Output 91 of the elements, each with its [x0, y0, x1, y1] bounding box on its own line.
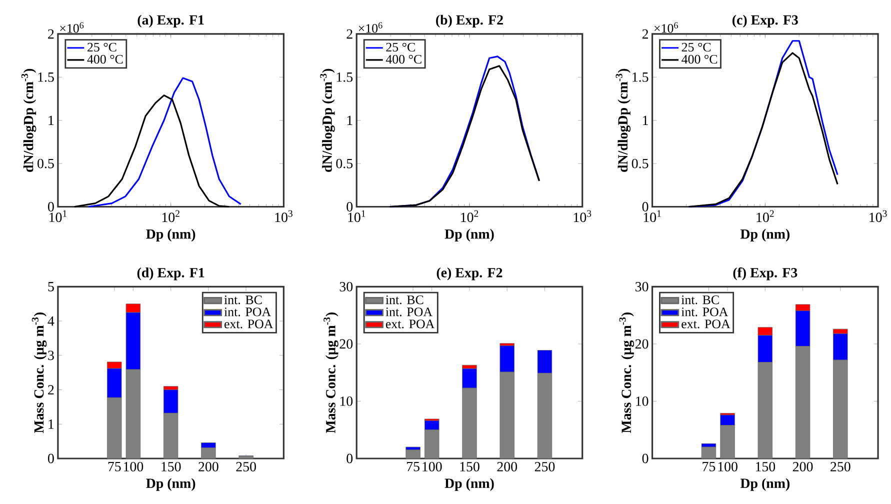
y-tick-label: 2	[48, 29, 54, 38]
legend-label: int. BC	[681, 295, 719, 304]
y-tick-label: 1.5	[336, 72, 353, 82]
y-tick-label: 0	[642, 454, 648, 463]
x-tick-label: 10$^{1}$	[644, 210, 661, 222]
y-axis-title: Mass Conc. (μg m$^{-3}$)	[324, 312, 338, 433]
x-tick-label: 100	[718, 462, 738, 472]
y-tick-label: 1	[48, 116, 54, 125]
y-tick-label: 1	[347, 116, 352, 125]
y-tick-label: 0	[48, 454, 54, 463]
y-tick-label: 0.5	[632, 158, 648, 168]
y-tick-label: 2	[48, 384, 54, 394]
x-tick-label: 150	[756, 462, 776, 472]
legend-label: int. POA	[224, 307, 271, 316]
chart-title: (b) Exp. F2	[436, 14, 503, 28]
x-axis-title: Dp (nm)	[740, 478, 790, 491]
x-tick-label: 10$^{2}$	[461, 210, 478, 222]
legend-label: 400 °C	[386, 54, 422, 64]
y-tick-label: 30	[340, 282, 353, 292]
legend-label: 25 °C	[88, 42, 116, 52]
chart-title: (a) Exp. F1	[138, 14, 204, 28]
chart-title: (c) Exp. F3	[732, 14, 798, 28]
y-tick-label: 10	[636, 396, 648, 406]
x-tick-label: 75	[702, 462, 716, 472]
y-tick-label: 0	[346, 202, 353, 212]
x-tick-label: 200	[792, 462, 813, 472]
bar	[406, 449, 420, 458]
y-tick-label: 20	[340, 339, 353, 348]
legend-label: 400 °C	[682, 54, 718, 64]
chart-title: (e) Exp. F2	[436, 267, 502, 280]
legend-label: int. BC	[386, 295, 424, 304]
x-tick-label: 10$^{3}$	[275, 210, 292, 222]
x-tick-label: 10$^{2}$	[756, 210, 774, 222]
x-tick-label: 250	[830, 462, 850, 472]
x-tick-label: 10$^{3}$	[574, 210, 592, 222]
text: ×10$^{6}$	[358, 22, 382, 33]
x-tick-label: 75	[407, 462, 420, 472]
x-tick-label: 200	[198, 462, 218, 472]
x-tick-label: 150	[162, 462, 181, 472]
x-tick-label: 100	[422, 462, 442, 472]
x-tick-label: 10$^{1}$	[348, 210, 366, 222]
x-axis-title: Dp (nm)	[146, 228, 196, 242]
y-tick-label: 1	[643, 116, 648, 125]
y-tick-label: 20	[635, 339, 648, 348]
y-axis-title: Mass Conc. (μg m$^{-3}$)	[619, 312, 634, 433]
x-axis-title: Dp (nm)	[740, 228, 790, 242]
x-tick-label: 75	[108, 462, 121, 472]
legend-label: int. BC	[224, 295, 262, 304]
x-tick-label: 10$^{1}$	[50, 210, 67, 222]
y-tick-label: 0.5	[336, 158, 353, 168]
y-axis-title: dN/dlogDp (cm$^{-3}$)	[21, 68, 36, 172]
y-tick-label: 0.5	[38, 158, 54, 168]
y-tick-label: 2	[346, 29, 352, 38]
legend-label: ext. POA	[682, 319, 730, 328]
chart-title: (d) Exp. F1	[137, 267, 204, 280]
text: ×10$^{6}$	[654, 22, 678, 33]
legend-label: int. POA	[386, 307, 432, 316]
y-axis-title: dN/dlogDp (cm$^{-3}$)	[616, 68, 631, 172]
x-axis-title: Dp (nm)	[444, 228, 494, 242]
legend-label: ext. POA	[386, 319, 435, 328]
y-tick-label: 1.5	[38, 72, 54, 82]
y-tick-label: 30	[636, 282, 648, 292]
y-tick-label: 1.5	[632, 72, 648, 82]
legend-label: ext. POA	[224, 319, 274, 328]
y-tick-label: 5	[48, 282, 54, 292]
y-tick-label: 0	[346, 454, 353, 463]
text: ×10$^{6}$	[60, 22, 84, 33]
x-tick-label: 150	[460, 462, 480, 472]
x-tick-label: 10$^{3}$	[870, 210, 887, 222]
y-axis-title: dN/dlogDp (cm$^{-3}$)	[320, 68, 335, 172]
x-tick-label: 200	[497, 462, 518, 472]
y-tick-label: 1	[48, 419, 54, 429]
x-tick-label: 10$^{2}$	[162, 210, 180, 222]
x-axis-title: Dp (nm)	[444, 478, 494, 491]
x-tick-label: 250	[534, 462, 555, 472]
bar	[701, 446, 716, 458]
y-tick-label: 0	[48, 202, 54, 212]
x-tick-label: 100	[124, 462, 144, 472]
y-tick-label: 0	[642, 202, 648, 212]
chart-title: (f) Exp. F3	[733, 267, 798, 280]
legend-label: 25 °C	[386, 42, 415, 52]
x-axis-title: Dp (nm)	[146, 478, 196, 491]
y-tick-label: 4	[48, 316, 54, 326]
legend-label: 25 °C	[682, 42, 711, 52]
y-tick-label: 2	[642, 29, 648, 38]
x-tick-label: 250	[236, 462, 256, 472]
y-tick-label: 10	[340, 396, 353, 406]
legend-label: 400 °C	[87, 54, 123, 64]
legend-label: int. POA	[681, 307, 728, 316]
y-axis-title: Mass Conc. (μg m$^{-3}$)	[32, 312, 47, 433]
y-tick-label: 3	[48, 350, 54, 360]
